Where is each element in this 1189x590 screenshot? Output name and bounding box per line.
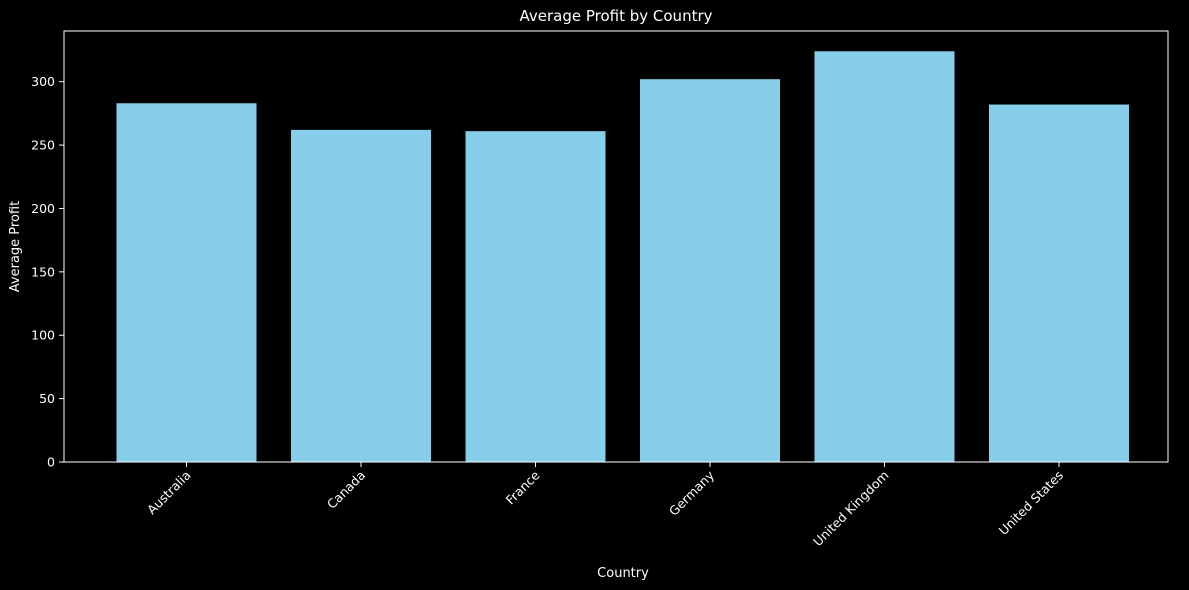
y-tick-label: 250 <box>31 138 55 153</box>
x-tick-label: Germany <box>666 467 718 519</box>
y-tick-label: 200 <box>31 201 55 216</box>
bar-germany <box>640 79 780 462</box>
x-tick-label: United States <box>996 468 1066 538</box>
y-tick-label: 300 <box>31 74 55 89</box>
x-tick-label: France <box>503 467 543 507</box>
x-tick-label: Canada <box>324 468 368 512</box>
x-tick-label: Australia <box>144 468 194 518</box>
y-axis-title: Average Profit <box>8 201 23 292</box>
plot-frame <box>63 30 1169 463</box>
x-tick-label: United Kingdom <box>810 468 892 550</box>
x-axis-ticks: Australia Canada France Germany United Kingd… <box>144 462 1066 549</box>
bar-united-kingdom <box>814 51 955 463</box>
bar-united-states <box>989 104 1129 462</box>
y-tick-label: 150 <box>31 264 55 279</box>
bar-france <box>465 131 606 463</box>
y-tick-label: 50 <box>39 391 55 406</box>
y-tick-label: 0 <box>47 455 55 470</box>
bar-canada <box>291 129 431 462</box>
x-axis-title: Country <box>597 566 649 581</box>
y-tick-label: 100 <box>31 328 55 343</box>
chart-title: Average Profit by Country <box>519 7 712 25</box>
y-axis-ticks: 0 50 100 150 200 250 300 <box>31 74 64 470</box>
bar-australia <box>116 103 257 462</box>
bars-layer <box>116 51 1129 463</box>
